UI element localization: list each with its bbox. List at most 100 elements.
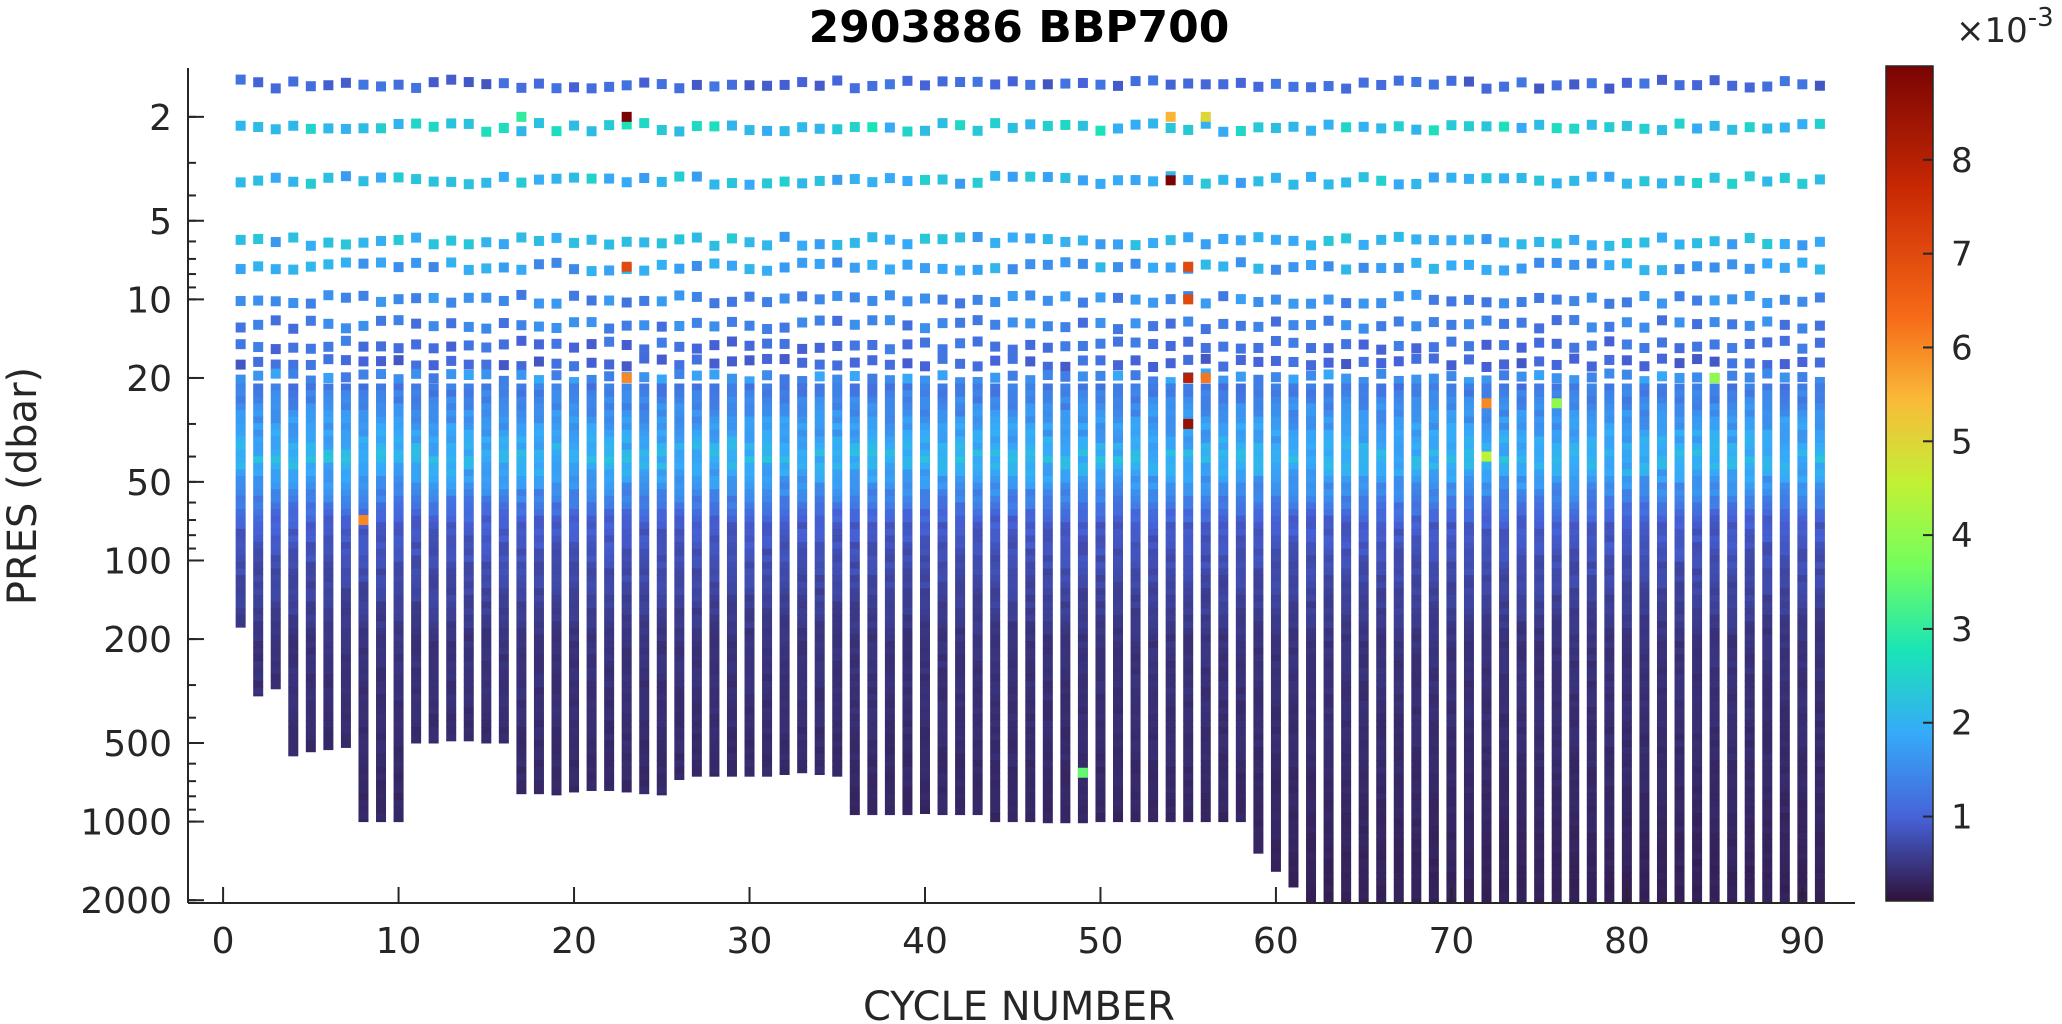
profile-segment xyxy=(1113,793,1124,801)
profile-segment xyxy=(551,449,562,457)
profile-segment xyxy=(814,700,825,708)
profile-segment xyxy=(902,740,913,748)
profile-segment xyxy=(1218,542,1229,550)
profile-segment xyxy=(1323,753,1334,761)
sample-point xyxy=(551,358,562,369)
profile-segment xyxy=(779,674,790,682)
profile-segment xyxy=(867,568,878,576)
profile-segment xyxy=(498,667,509,675)
profile-segment xyxy=(1148,641,1159,649)
profile-segment xyxy=(621,548,632,556)
profile-segment xyxy=(481,647,492,655)
sample-point xyxy=(832,75,843,86)
profile-segment xyxy=(498,694,509,702)
profile-segment xyxy=(235,469,246,477)
profile-segment xyxy=(305,423,316,431)
sample-point xyxy=(832,315,843,326)
profile-segment xyxy=(1183,409,1194,418)
profile-segment xyxy=(1393,423,1404,431)
profile-segment xyxy=(1306,846,1317,854)
profile-segment xyxy=(235,575,246,583)
profile-segment xyxy=(1393,727,1404,735)
profile-segment xyxy=(498,509,509,517)
profile-cycle-58 xyxy=(1235,77,1246,823)
profile-segment xyxy=(481,390,492,398)
profile-segment xyxy=(1200,601,1211,609)
profile-segment xyxy=(604,720,615,728)
profile-segment xyxy=(990,528,1001,536)
profile-segment xyxy=(674,482,685,490)
profile-segment xyxy=(1200,707,1211,715)
profile-segment xyxy=(1007,746,1018,755)
profile-segment xyxy=(990,641,1001,649)
profile-segment xyxy=(253,694,264,697)
profile-segment xyxy=(323,548,334,556)
profile-cycle-7 xyxy=(340,77,351,748)
profile-segment xyxy=(1288,852,1299,860)
profile-segment xyxy=(551,409,562,418)
profile-segment xyxy=(393,601,404,609)
profile-segment xyxy=(972,760,983,768)
profile-segment xyxy=(691,713,702,721)
sample-point xyxy=(1218,341,1229,352)
profile-segment xyxy=(463,489,474,497)
profile-segment xyxy=(270,476,281,484)
profile-segment xyxy=(1130,720,1141,728)
profile-segment xyxy=(972,806,983,814)
sample-point xyxy=(1007,122,1018,133)
profile-segment xyxy=(990,383,1001,391)
profile-segment xyxy=(1376,575,1387,583)
sample-point xyxy=(867,177,878,188)
profile-segment xyxy=(1393,687,1404,695)
profile-segment xyxy=(674,462,685,470)
profile-segment xyxy=(551,396,562,404)
sample-point xyxy=(498,78,509,89)
profile-segment xyxy=(358,462,369,470)
sample-point xyxy=(481,359,492,370)
profile-segment xyxy=(1077,555,1088,563)
profile-segment xyxy=(1323,627,1334,636)
profile-segment xyxy=(1042,423,1053,431)
profile-segment xyxy=(498,416,509,424)
profile-segment xyxy=(621,786,632,793)
profile-segment xyxy=(674,740,685,748)
profile-segment xyxy=(744,522,755,530)
profile-segment xyxy=(867,601,878,609)
profile-segment xyxy=(849,594,860,603)
profile-segment xyxy=(1165,766,1176,774)
profile-segment xyxy=(393,555,404,563)
profile-segment xyxy=(1077,581,1088,589)
sample-point xyxy=(1288,320,1299,331)
profile-segment xyxy=(533,627,544,636)
sample-point xyxy=(1113,292,1124,303)
profile-segment xyxy=(1323,522,1334,530)
profile-segment xyxy=(253,608,264,616)
profile-segment xyxy=(1358,885,1369,893)
profile-segment xyxy=(1341,575,1352,583)
profile-segment xyxy=(797,654,808,662)
profile-segment xyxy=(1235,786,1246,794)
sample-point xyxy=(744,355,755,366)
profile-segment xyxy=(340,627,351,636)
sample-point xyxy=(1341,373,1352,384)
profile-segment xyxy=(376,594,387,603)
profile-segment xyxy=(1306,423,1317,431)
profile-segment xyxy=(1306,555,1317,563)
profile-segment xyxy=(1130,436,1141,444)
profile-segment xyxy=(902,700,913,708)
profile-segment xyxy=(902,528,913,536)
profile-segment xyxy=(656,687,667,695)
profile-segment xyxy=(358,588,369,596)
profile-segment xyxy=(463,661,474,669)
profile-segment xyxy=(604,423,615,431)
sample-point xyxy=(621,361,632,372)
profile-segment xyxy=(726,608,737,616)
sample-point xyxy=(674,263,685,274)
profile-segment xyxy=(691,674,702,682)
profile-segment xyxy=(305,535,316,543)
profile-segment xyxy=(1218,694,1229,702)
profile-segment xyxy=(691,515,702,523)
profile-segment xyxy=(867,403,878,411)
profile-segment xyxy=(463,727,474,735)
sample-point xyxy=(516,126,527,137)
